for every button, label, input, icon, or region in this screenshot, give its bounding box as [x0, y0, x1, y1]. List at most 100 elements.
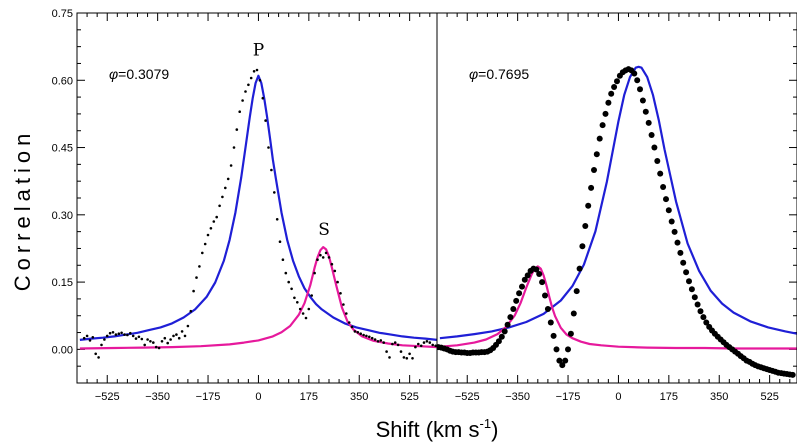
- observed-point: [235, 128, 239, 131]
- secondary-fit-line: [79, 246, 437, 350]
- x-tick-label: 350: [350, 391, 368, 403]
- observed-point: [542, 292, 548, 299]
- observed-point: [573, 288, 580, 295]
- observed-point: [203, 242, 207, 246]
- observed-point: [278, 240, 282, 243]
- observed-point: [258, 79, 262, 82]
- observed-point: [316, 258, 319, 262]
- observed-point: [186, 324, 190, 328]
- observed-point: [368, 335, 371, 339]
- observed-point: [177, 336, 181, 340]
- phase-label: φ=0.3079: [109, 66, 169, 82]
- observed-point: [665, 207, 672, 214]
- observed-point: [238, 110, 241, 113]
- observed-point: [304, 316, 308, 320]
- x-tick-label: 175: [660, 391, 678, 403]
- observed-point: [637, 86, 643, 93]
- observed-point: [393, 341, 397, 344]
- observed-point: [498, 333, 505, 340]
- y-tick-label: 0.45: [52, 143, 73, 155]
- observed-point: [149, 340, 152, 343]
- y-tick-label: 0.00: [52, 344, 73, 356]
- observed-point: [579, 243, 586, 250]
- observed-point: [275, 218, 279, 221]
- observed-point: [611, 84, 618, 90]
- observed-point: [224, 186, 227, 190]
- observed-point: [336, 280, 339, 284]
- observed-point: [683, 269, 690, 276]
- observed-point: [108, 331, 112, 335]
- observed-point: [252, 70, 256, 73]
- observed-point: [402, 356, 406, 359]
- phase-label: φ=0.7695: [469, 66, 529, 82]
- observed-point: [249, 76, 253, 80]
- observed-point: [370, 336, 374, 340]
- observed-point: [241, 99, 244, 102]
- observed-point: [169, 338, 172, 341]
- observed-point: [232, 146, 236, 149]
- y-tick-label: 0.15: [52, 277, 73, 289]
- observed-point: [519, 283, 525, 290]
- observed-point: [596, 135, 603, 142]
- observed-point: [645, 119, 652, 126]
- x-tick-label: 525: [400, 391, 418, 403]
- observed-point: [654, 158, 661, 164]
- observed-point: [82, 336, 86, 340]
- x-tick-label: 175: [300, 391, 318, 403]
- observed-point: [559, 362, 566, 369]
- observed-point: [599, 122, 606, 129]
- observed-point: [330, 262, 334, 266]
- observed-point: [218, 204, 221, 208]
- observed-point: [180, 330, 184, 333]
- observed-point: [140, 337, 144, 341]
- observed-point: [347, 321, 351, 324]
- observed-point: [651, 144, 658, 151]
- observed-point: [614, 78, 620, 85]
- observed-point: [183, 334, 187, 338]
- x-tick-label: −175: [196, 391, 221, 403]
- observed-point: [94, 352, 97, 356]
- observed-point: [565, 346, 571, 353]
- x-axis-title-close: ): [491, 417, 498, 442]
- observed-point: [677, 249, 684, 256]
- observed-point: [321, 256, 325, 259]
- x-tick-label: 525: [760, 391, 778, 403]
- phase-value: =0.7695: [478, 66, 529, 82]
- plot-panels: −525 −350 −175 0 175 350 525 0.00 0.15 0.30 0.45 0.…: [52, 8, 797, 403]
- observed-point: [657, 170, 664, 177]
- observed-point: [129, 331, 132, 335]
- observed-point: [362, 333, 365, 337]
- phase-symbol: φ: [469, 66, 478, 82]
- phase-value: =0.3079: [118, 66, 169, 82]
- observed-point: [261, 96, 265, 100]
- observed-point: [172, 334, 175, 338]
- observed-point: [111, 331, 115, 334]
- observed-point: [301, 312, 305, 315]
- series-group: [437, 65, 797, 378]
- observed-point: [422, 341, 426, 344]
- component-label: P: [253, 41, 264, 61]
- observed-point: [195, 276, 198, 279]
- observed-point: [143, 343, 146, 347]
- observed-point: [686, 278, 692, 285]
- observed-point: [126, 333, 129, 337]
- observed-point: [428, 341, 432, 344]
- observed-point: [310, 294, 314, 297]
- observed-point: [359, 332, 363, 336]
- observed-point: [391, 342, 394, 346]
- observed-point: [688, 286, 695, 293]
- observed-point: [175, 333, 178, 336]
- observed-point: [226, 177, 230, 181]
- observed-point: [154, 345, 158, 349]
- observed-point: [114, 333, 118, 336]
- observed-point: [376, 340, 380, 343]
- observed-point: [556, 357, 563, 364]
- observed-point: [634, 77, 641, 84]
- panel-1: −525 −350 −175 0 175 350 525 0.00 0.15 0.30 0.45 0.…: [52, 8, 438, 403]
- observed-point: [434, 344, 437, 348]
- observed-point: [582, 223, 589, 229]
- observed-point: [588, 184, 595, 191]
- observed-point: [157, 346, 161, 350]
- observed-point: [388, 356, 391, 359]
- x-tick-label: −350: [145, 391, 170, 403]
